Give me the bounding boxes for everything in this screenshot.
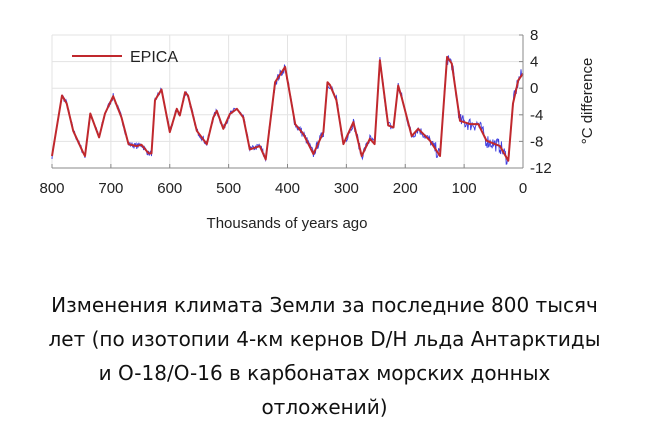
epica-series	[51, 55, 524, 162]
y-tick-label: -8	[530, 133, 543, 150]
legend-label-epica: EPICA	[130, 49, 178, 66]
x-tick-labels: 800 700 600 500 400 300 200 100 0	[39, 180, 527, 197]
x-tick-label: 500	[216, 180, 241, 197]
x-tick-label: 0	[519, 180, 527, 197]
epica-line	[51, 55, 524, 162]
x-tick-label: 400	[275, 180, 300, 197]
y-tick-label: -4	[530, 107, 543, 124]
y-tick-labels: 8 4 0 -4 -8 -12	[530, 27, 552, 177]
caption-line: отложений)	[261, 395, 388, 419]
y-tick-label: 8	[530, 27, 538, 44]
caption-line: Изменения климата Земли за последние 800…	[51, 293, 598, 317]
temperature-chart: 800 700 600 500 400 300 200 100 0 8 4 0 -4 -8 -12 EPI…	[39, 27, 596, 232]
caption-line: и O-18/O-16 в карбонатах морских донных	[98, 361, 551, 385]
x-tick-label: 300	[334, 180, 359, 197]
caption: Изменения климата Земли за последние 800…	[0, 288, 649, 424]
x-tick-label: 800	[39, 180, 64, 197]
y-tick-label: -12	[530, 160, 552, 177]
y-tick-label: 0	[530, 80, 538, 97]
y-tick-label: 4	[530, 54, 538, 71]
x-tick-label: 600	[157, 180, 182, 197]
grid	[51, 34, 524, 169]
y-axis-label: °C difference	[579, 58, 596, 145]
x-tick-label: 700	[98, 180, 123, 197]
axes	[51, 34, 524, 169]
legend: EPICA	[72, 49, 178, 66]
x-tick-label: 100	[452, 180, 477, 197]
caption-line: лет (по изотопии 4-км кернов D/H льда Ан…	[48, 327, 601, 351]
x-axis-label: Thousands of years ago	[207, 215, 368, 232]
x-tick-label: 200	[393, 180, 418, 197]
